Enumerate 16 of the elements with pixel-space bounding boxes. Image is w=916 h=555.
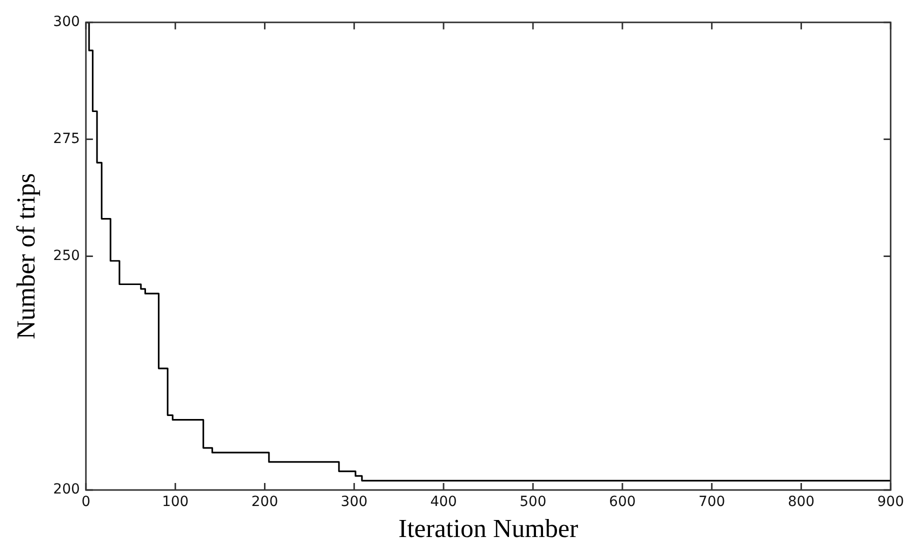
x-tick-label: 400	[430, 494, 457, 510]
y-tick-label: 200	[53, 482, 80, 498]
x-tick-label: 700	[698, 494, 726, 510]
x-axis-title: Iteration Number	[398, 514, 579, 544]
y-tick-label: 275	[53, 130, 80, 147]
x-tick-label: 500	[520, 494, 546, 510]
y-tick-label: 300	[53, 14, 80, 30]
x-tick-label: 200	[251, 494, 278, 510]
x-tick-label: 300	[340, 494, 368, 510]
x-tick-label: 900	[877, 494, 904, 510]
x-tick-label: 100	[162, 494, 189, 510]
x-tick-label: 0	[81, 494, 90, 510]
y-axis-title: Number of trips	[11, 173, 40, 340]
x-tick-label: 600	[609, 494, 636, 510]
y-tick-label: 250	[53, 248, 80, 264]
x-tick-label: 800	[788, 494, 815, 510]
